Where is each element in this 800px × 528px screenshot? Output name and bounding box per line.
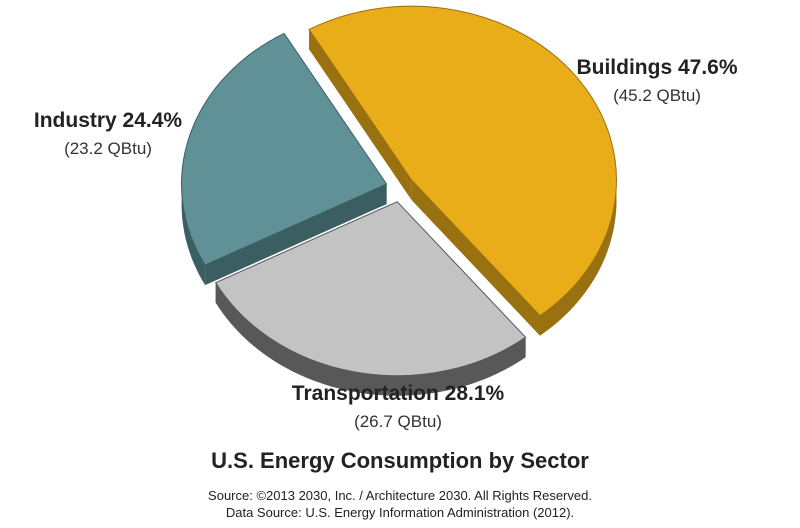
slice-label-buildings-name: Buildings 47.6% [576,56,737,79]
slice-label-industry-name: Industry 24.4% [34,109,183,132]
chart-title: U.S. Energy Consumption by Sector [211,448,589,473]
slice-label-industry-value: (23.2 QBtu) [64,139,152,158]
source-line-1: Source: ©2013 2030, Inc. / Architecture … [208,488,592,503]
pie-slice-transportation [214,201,527,377]
slice-label-transportation-name: Transportation 28.1% [292,382,505,405]
slice-label-transportation-value: (26.7 QBtu) [354,412,442,431]
pie-slice-layer [181,5,617,377]
slice-label-buildings-value: (45.2 QBtu) [613,86,701,105]
pie-side-buildings [309,6,617,336]
pie-slice-industry [181,32,388,266]
slice-label-buildings: Buildings 47.6% (45.2 QBtu) [576,56,737,105]
slice-label-transportation: Transportation 28.1% (26.7 QBtu) [292,382,505,431]
slice-label-industry: Industry 24.4% (23.2 QBtu) [34,109,183,158]
pie-slice-buildings [308,5,617,317]
source-line-2: Data Source: U.S. Energy Information Adm… [225,505,575,520]
